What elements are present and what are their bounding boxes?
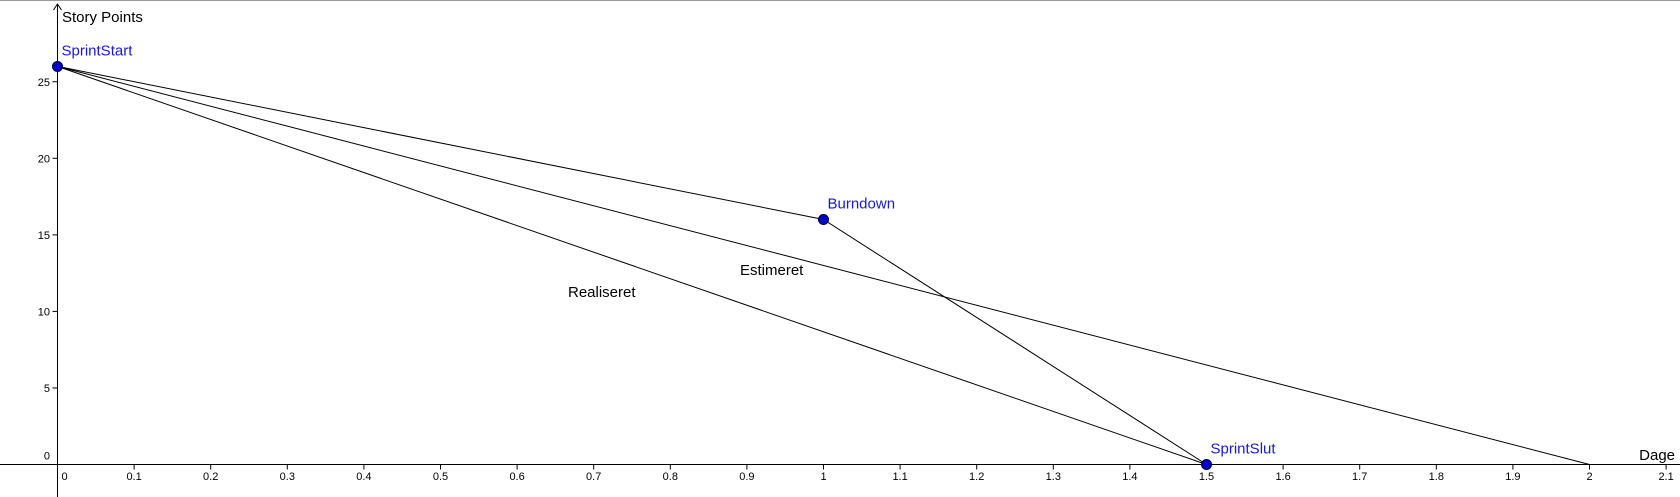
x-tick-label: 0.6 <box>509 471 524 483</box>
point-sprintstart[interactable] <box>52 60 63 72</box>
x-tick-label: 0.9 <box>739 471 754 483</box>
y-tick-label: 0 <box>44 451 50 463</box>
estimeret-line <box>57 65 1590 465</box>
x-tick-label: 2 <box>1586 471 1592 483</box>
axes: Story Points Dage <box>0 3 1680 497</box>
y-axis-arrow-icon <box>53 3 62 11</box>
y-tick-label: 10 <box>38 306 50 318</box>
y-ticks: 0 5 10 15 20 25 <box>38 77 58 463</box>
x-tick-label: 0.1 <box>126 471 141 483</box>
y-tick-label: 20 <box>38 153 50 165</box>
lines <box>57 65 1590 465</box>
y-tick-label: 25 <box>38 77 50 89</box>
point-label-burndown: Burndown <box>828 196 896 213</box>
x-tick-label: 1 <box>820 471 826 483</box>
point-sprintslut[interactable] <box>1201 459 1212 470</box>
x-tick-label: 1.4 <box>1122 471 1137 483</box>
series-label-realiseret: Realiseret <box>568 284 636 301</box>
x-tick-label: 2.1 <box>1658 471 1673 483</box>
realiseret-line <box>57 65 1207 465</box>
points: SprintStart Burndown SprintSlut <box>52 42 1277 470</box>
x-tick-label: 1.1 <box>892 471 907 483</box>
x-tick-label: 0.8 <box>663 471 678 483</box>
x-axis-title: Dage <box>1639 447 1675 464</box>
x-tick-label: 1.5 <box>1199 471 1214 483</box>
series-label-estimeret: Estimeret <box>740 262 804 279</box>
x-tick-label: 1.8 <box>1429 471 1444 483</box>
x-tick-label: 1.3 <box>1046 471 1061 483</box>
point-label-sprintslut: SprintSlut <box>1211 441 1277 458</box>
series-labels: Estimeret Realiseret <box>568 262 804 301</box>
x-tick-label: 1.6 <box>1275 471 1290 483</box>
y-tick-label: 15 <box>38 230 50 242</box>
x-tick-label: 0.7 <box>586 471 601 483</box>
x-tick-label: 0.3 <box>280 471 295 483</box>
y-tick-label: 5 <box>44 383 50 395</box>
point-burndown[interactable] <box>818 214 829 226</box>
x-tick-label: 1.7 <box>1352 471 1367 483</box>
x-tick-label: 0.4 <box>356 471 371 483</box>
x-ticks: 0 0.1 0.2 0.3 0.4 0.5 0.6 0.7 0.8 0.9 1 1.1 1.2 1.3 1.… <box>57 464 1674 483</box>
x-tick-label: 1.9 <box>1505 471 1520 483</box>
x-tick-label: 0 <box>62 471 68 483</box>
y-axis-title: Story Points <box>62 9 143 26</box>
point-label-sprintstart: SprintStart <box>62 42 134 59</box>
x-tick-label: 0.5 <box>433 471 448 483</box>
x-tick-label: 1.2 <box>969 471 984 483</box>
x-tick-label: 0.2 <box>203 471 218 483</box>
